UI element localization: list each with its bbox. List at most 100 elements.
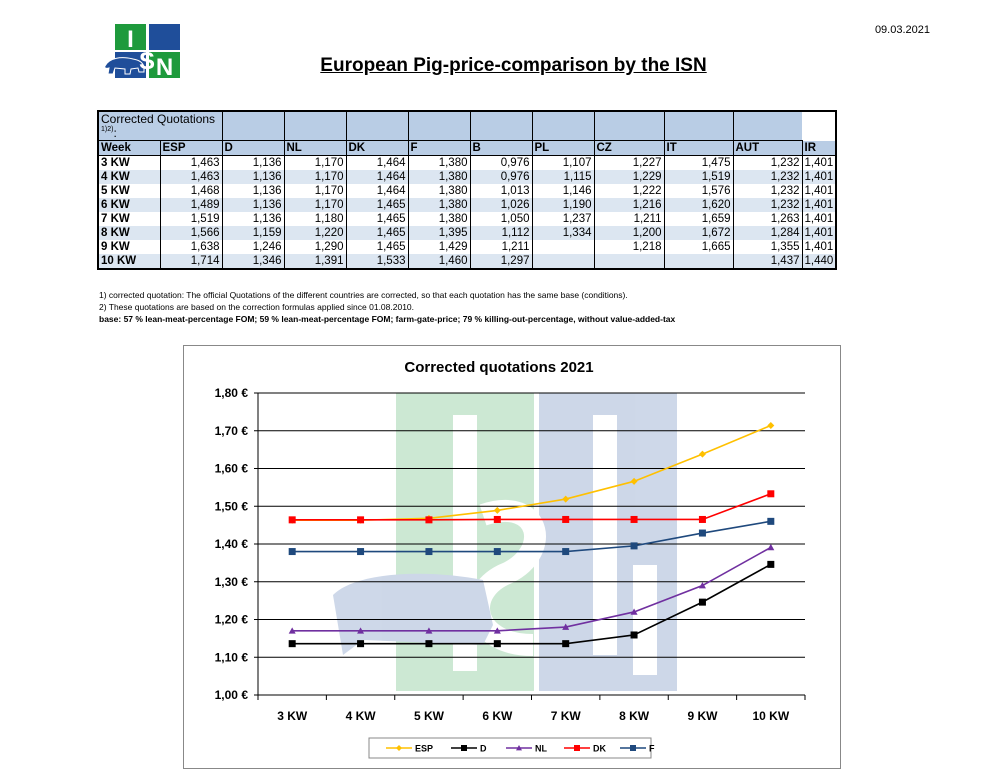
gridlines — [257, 392, 805, 696]
price-cell: 1,232 — [732, 155, 802, 170]
legend-item-f: F — [620, 744, 655, 754]
data-point-nl — [562, 623, 570, 630]
price-cell: 1,566 — [159, 226, 222, 240]
page-title: European Pig-price-comparison by the ISN — [0, 55, 982, 77]
price-cell: 1,437 — [732, 254, 802, 269]
price-cell: 1,465 — [345, 198, 408, 212]
price-cell: 1,297 — [469, 254, 532, 269]
series-f — [288, 517, 775, 556]
header-cell-f: F — [407, 140, 470, 156]
data-point-f — [493, 548, 501, 556]
price-cell: 1,475 — [663, 155, 733, 170]
series-nl — [288, 543, 775, 634]
header-cell-ir: IR — [801, 140, 837, 156]
price-cell: 1,440 — [801, 254, 837, 269]
price-cell: 1,395 — [407, 226, 470, 240]
price-cell: 1,380 — [407, 212, 470, 226]
price-cell: 1,220 — [283, 226, 346, 240]
price-cell: 1,232 — [732, 198, 802, 212]
price-cell: 1,401 — [801, 170, 837, 184]
price-cell: 1,346 — [221, 254, 284, 269]
price-cell: 1,050 — [469, 212, 532, 226]
table-row: 10 KW 1,714 1,346 1,391 1,533 1,460 1,297 1,437… — [98, 254, 837, 269]
price-cell: 1,620 — [663, 198, 733, 212]
data-point-dk — [357, 516, 365, 524]
quotations-table: Corrected Quotations 1)2): Week ESP D NL DK F… — [97, 110, 838, 270]
price-cell: 0,976 — [469, 170, 532, 184]
price-cell: 1,232 — [732, 184, 802, 198]
x-tick-label: 9 KW — [687, 709, 718, 723]
header-cell-week: Week — [98, 140, 160, 156]
data-point-d — [698, 598, 706, 606]
price-cell — [593, 254, 664, 269]
price-cell — [531, 254, 594, 269]
price-cell: 1,401 — [801, 198, 837, 212]
price-cell: 1,468 — [159, 184, 222, 198]
price-cell: 1,465 — [345, 240, 408, 254]
price-cell: 1,246 — [221, 240, 284, 254]
data-point-nl — [425, 627, 433, 634]
data-point-dk — [493, 515, 501, 523]
legend-marker-f — [630, 745, 636, 751]
y-tick-label: 1,20 € — [215, 613, 249, 627]
x-tick-label: 8 KW — [619, 709, 650, 723]
y-tick-label: 1,40 € — [215, 537, 249, 551]
legend-label-d: D — [480, 744, 487, 754]
x-tick-label: 5 KW — [414, 709, 445, 723]
price-cell: 1,263 — [732, 212, 802, 226]
table-caption-row: Corrected Quotations 1)2): — [98, 111, 836, 141]
y-tick-label: 1,60 € — [215, 462, 249, 476]
price-cell: 1,200 — [593, 226, 664, 240]
price-cell — [663, 254, 733, 269]
price-cell: 1,380 — [407, 184, 470, 198]
price-cell: 1,464 — [345, 184, 408, 198]
data-point-nl — [767, 543, 775, 551]
y-tick-label: 1,80 € — [215, 386, 249, 400]
y-tick-label: 1,50 € — [215, 499, 249, 513]
series-line-d — [292, 563, 772, 645]
table-row: 6 KW 1,489 1,136 1,170 1,465 1,380 1,026 1,190 1… — [98, 198, 837, 212]
price-cell: 1,401 — [801, 184, 837, 198]
legend-label-dk: DK — [593, 744, 606, 754]
price-cell: 1,218 — [593, 240, 664, 254]
data-point-dk — [288, 516, 296, 524]
header-cell-it: IT — [663, 140, 733, 156]
legend-item-dk: DK — [564, 744, 606, 754]
price-cell: 1,211 — [593, 212, 664, 226]
week-cell: 4 KW — [98, 170, 160, 184]
legend-marker-nl — [516, 745, 522, 751]
price-cell: 1,401 — [801, 226, 837, 240]
price-cell: 1,401 — [801, 240, 837, 254]
x-axis-ticks: 3 KW 4 KW 5 KW 6 KW 7 KW 8 KW 9 KW 10 KW — [257, 695, 806, 723]
price-cell: 1,222 — [593, 184, 664, 198]
price-cell: 1,216 — [593, 198, 664, 212]
price-cell: 1,380 — [407, 198, 470, 212]
data-point-nl — [357, 627, 365, 634]
price-cell: 1,232 — [732, 170, 802, 184]
table-row: 3 KW 1,463 1,136 1,170 1,464 1,380 0,976 1,107 1… — [98, 155, 837, 170]
price-cell: 1,136 — [221, 184, 284, 198]
data-point-dk — [562, 515, 570, 523]
legend-item-nl: NL — [506, 744, 547, 754]
y-axis-ticks: 1,00 € 1,10 € 1,20 € 1,30 € 1,40 € 1,50 € 1,60… — [215, 386, 258, 702]
week-cell: 5 KW — [101, 185, 130, 197]
price-cell: 1,013 — [469, 184, 532, 198]
price-cell: 1,136 — [221, 155, 284, 170]
data-point-d — [288, 640, 296, 648]
price-cell: 1,170 — [283, 170, 346, 184]
price-cell — [531, 240, 594, 254]
price-cell: 1,026 — [469, 198, 532, 212]
data-point-f — [630, 542, 638, 550]
data-point-f — [288, 548, 296, 556]
isn-watermark — [333, 393, 677, 691]
y-tick-label: 1,30 € — [215, 575, 249, 589]
data-point-f — [425, 548, 433, 556]
legend-marker-esp — [396, 745, 402, 751]
data-point-f — [767, 517, 775, 525]
data-point-esp — [493, 506, 501, 514]
data-point-nl — [493, 627, 501, 634]
legend-label-nl: NL — [535, 744, 547, 754]
data-point-dk — [698, 515, 706, 523]
data-point-dk — [425, 516, 433, 524]
price-cell: 1,334 — [531, 226, 594, 240]
